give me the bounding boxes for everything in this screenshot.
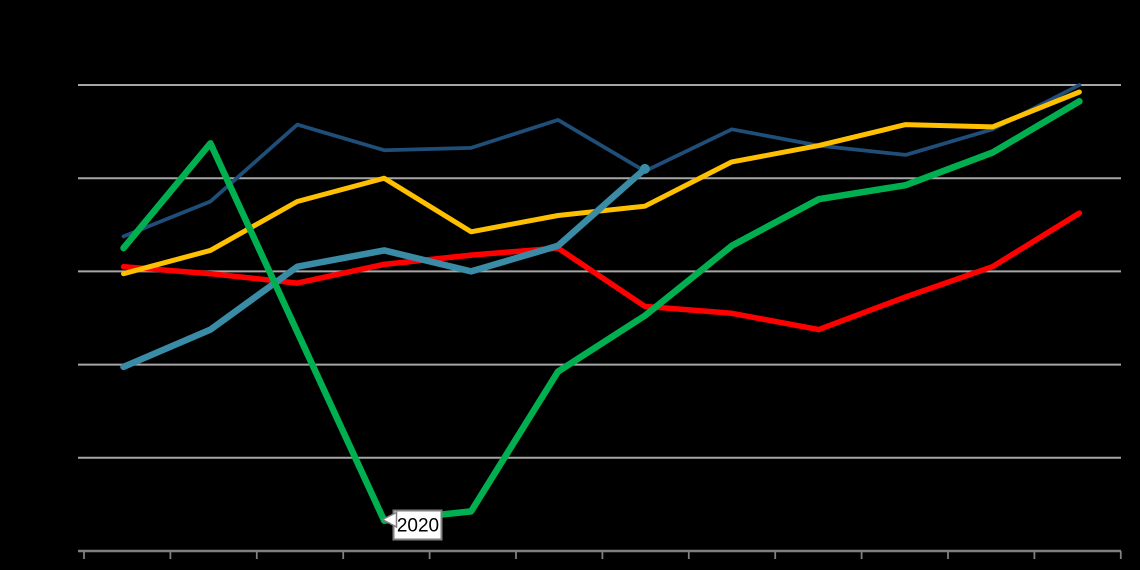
series-end-marker-teal — [639, 163, 650, 174]
series-line-dark-blue — [121, 83, 1082, 239]
annotation-2020: 2020 — [380, 509, 443, 541]
annotation-callout-pointer — [380, 511, 398, 529]
data-series — [120, 83, 1083, 524]
series-line-teal — [120, 165, 649, 371]
x-axis — [78, 549, 1122, 559]
series-line-red — [120, 210, 1083, 333]
series-line-green — [120, 98, 1083, 524]
annotation-label: 2020 — [397, 516, 439, 537]
annotation-box — [392, 509, 443, 541]
gridlines — [78, 84, 1121, 459]
series-line-gold — [121, 89, 1082, 277]
